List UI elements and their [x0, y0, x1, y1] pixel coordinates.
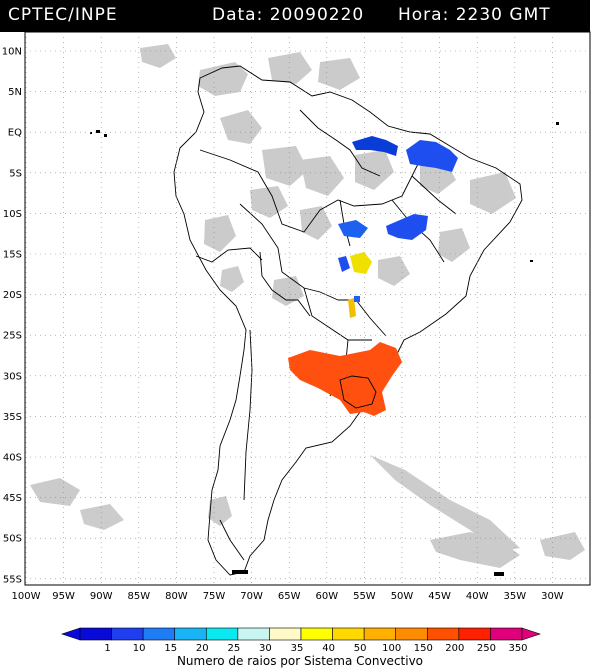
- map-frame: [24, 31, 591, 586]
- lon-label: 95W: [52, 591, 75, 602]
- colorbar-tick-label: 35: [291, 643, 304, 654]
- colorbar: 1 10 15 20 25 30 35 40 50 100 150 200 250 350: [61, 627, 541, 654]
- colorbar-swatch: [269, 627, 302, 641]
- colorbar-tick-label: 350: [508, 643, 527, 654]
- colorbar-swatch: [142, 627, 176, 641]
- lon-label: 60W: [315, 591, 338, 602]
- colorbar-tick-label: 30: [259, 643, 272, 654]
- lon-label: 30W: [541, 591, 564, 602]
- colorbar-swatch: [426, 627, 460, 641]
- colorbar-swatch: [363, 627, 397, 641]
- coastline-and-borders: [173, 65, 523, 576]
- lat-label: 30S: [3, 371, 22, 382]
- lat-label: 10S: [3, 209, 22, 220]
- lat-label: 15S: [3, 250, 22, 261]
- colorbar-swatch: [111, 627, 144, 641]
- graticule: [25, 32, 590, 585]
- rs-borders: [339, 375, 377, 409]
- colorbar-swatch: [300, 627, 333, 641]
- colorbar-swatch: [174, 627, 207, 641]
- lon-label: 35W: [503, 591, 526, 602]
- colorbar-tick-label: 20: [196, 643, 209, 654]
- date-label: Data: 20090220: [212, 5, 365, 25]
- lon-label: 80W: [165, 591, 188, 602]
- colorbar-tick-label: 1: [104, 643, 110, 654]
- lat-label: 5N: [8, 87, 22, 98]
- lat-label: 40S: [3, 453, 22, 464]
- northeast-brazil-cluster: [406, 140, 458, 172]
- colorbar-tick-label: 250: [477, 643, 496, 654]
- agency-label: CPTEC/INPE: [8, 5, 118, 25]
- lon-label: 65W: [278, 591, 301, 602]
- colorbar-swatch: [490, 627, 523, 641]
- colorbar-tick-label: 40: [322, 643, 335, 654]
- colorbar-swatch: [332, 627, 365, 641]
- lat-label: 10N: [2, 47, 22, 58]
- lat-label: 5S: [9, 168, 22, 179]
- lon-label: 90W: [90, 591, 113, 602]
- central-brazil-cluster-2: [386, 214, 428, 240]
- colorbar-tick-label: 10: [133, 643, 146, 654]
- goias-cluster: [338, 256, 350, 272]
- central-brazil-cluster: [338, 220, 368, 238]
- colorbar-caption: Numero de raios por Sistema Convectivo: [176, 654, 424, 668]
- colorbar-swatch: [458, 627, 491, 641]
- colorbar-tick-label: 100: [382, 643, 401, 654]
- paraguay-cluster-dot: [354, 296, 360, 302]
- colorbar-swatch: [79, 627, 112, 641]
- lat-label: 20S: [3, 290, 22, 301]
- rio-grande-do-sul-cluster: [288, 342, 402, 416]
- lat-label: 55S: [3, 574, 22, 585]
- colorbar-swatch: [205, 627, 239, 641]
- lon-label: 45W: [428, 591, 451, 602]
- title-bar: CPTEC/INPE Data: 20090220 Hora: 2230 GMT: [0, 0, 590, 32]
- colorbar-tick-label: 200: [445, 643, 464, 654]
- lon-label: 50W: [391, 591, 414, 602]
- lat-label: EQ: [8, 128, 22, 139]
- mato-grosso-cluster: [350, 252, 372, 274]
- lat-label: 35S: [3, 412, 22, 423]
- lon-label: 70W: [240, 591, 263, 602]
- paraguay-cluster: [348, 298, 356, 318]
- longitude-labels: 100W 95W 90W 85W 80W 75W 70W 65W 60W 55W 50W 45W 40W…: [12, 591, 564, 602]
- time-label: Hora: 2230 GMT: [398, 5, 551, 25]
- cloud-cover: [30, 44, 585, 568]
- islands: [90, 122, 559, 576]
- colorbar-tick-label: 25: [227, 643, 240, 654]
- lat-label: 45S: [3, 493, 22, 504]
- latitude-labels: 10N 5N EQ 5S 10S 15S 20S 25S 30S 35S 40S 45S 50S 55S: [2, 47, 22, 586]
- lon-label: 40W: [466, 591, 489, 602]
- lon-label: 75W: [203, 591, 226, 602]
- lon-label: 85W: [127, 591, 150, 602]
- lat-label: 50S: [3, 534, 22, 545]
- colorbar-swatch: [395, 627, 428, 641]
- lon-label: 55W: [353, 591, 376, 602]
- colorbar-swatch: [237, 627, 270, 641]
- lon-label: 100W: [12, 591, 41, 602]
- colorbar-tick-label: 150: [414, 643, 433, 654]
- convective-systems: [288, 136, 458, 416]
- south-america-outline: [173, 65, 523, 576]
- colorbar-tick-label: 15: [164, 643, 177, 654]
- colorbar-tick-label: 50: [354, 643, 367, 654]
- lat-label: 25S: [3, 331, 22, 342]
- colorbar-arrow-right: [521, 627, 541, 641]
- amazon-mouth-cluster: [352, 136, 398, 156]
